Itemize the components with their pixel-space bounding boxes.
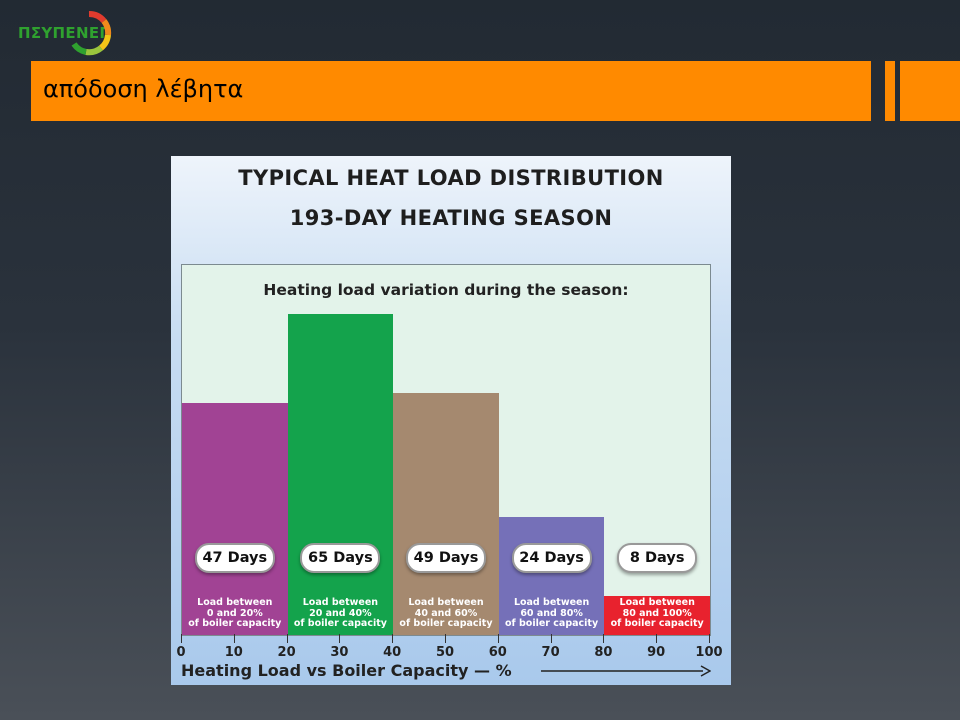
bar-value-label: 49 Days bbox=[406, 543, 486, 573]
bar-0-20 bbox=[182, 403, 288, 635]
bar-category-label-line: 60 and 80% bbox=[520, 607, 583, 619]
arrow-right-icon bbox=[541, 665, 711, 677]
bar-80-100 bbox=[604, 595, 710, 635]
bar-value-label: 65 Days bbox=[300, 543, 381, 573]
decorative-stripe bbox=[900, 61, 960, 121]
x-axis-tick bbox=[445, 634, 446, 643]
x-axis-tick-label: 60 bbox=[488, 645, 507, 660]
bar-20-40 bbox=[287, 314, 394, 635]
x-axis-tick-label: 80 bbox=[594, 645, 613, 660]
chart-title: TYPICAL HEAT LOAD DISTRIBUTION bbox=[238, 166, 664, 190]
bar-category-label-line: of boiler capacity bbox=[505, 618, 599, 629]
bar-40-60 bbox=[393, 393, 499, 635]
bar-category-label-line: 40 and 60% bbox=[414, 607, 478, 619]
decorative-stripe bbox=[885, 61, 895, 121]
x-axis-tick bbox=[181, 634, 182, 643]
bar-category-label-line: Load between bbox=[302, 597, 379, 608]
x-axis-tick-label: 50 bbox=[435, 645, 455, 660]
slide-title: απόδοση λέβητα bbox=[43, 75, 244, 103]
x-axis-tick bbox=[550, 634, 552, 643]
x-axis-tick-label: 20 bbox=[277, 645, 296, 660]
bar-category-label: Load between 60 and 80% of boiler capacity bbox=[499, 597, 605, 630]
plot-area: Heating load variation during the season… bbox=[181, 264, 711, 636]
bar-category-label-line: Load between bbox=[408, 597, 484, 608]
gauge-icon bbox=[71, 11, 112, 56]
x-axis-tick-label: 90 bbox=[647, 645, 666, 660]
chart-subtitle: 193-DAY HEATING SEASON bbox=[289, 206, 613, 230]
bar-category-label-line: Load between bbox=[513, 597, 590, 608]
x-axis-tick bbox=[339, 634, 341, 643]
bar-category-label-line: 0 and 20% bbox=[206, 607, 263, 619]
bar-category-label: Load between 20 and 40% of boiler capacity bbox=[288, 597, 394, 630]
logo: ΠΣΥΠΕΝΕΠ bbox=[14, 10, 114, 60]
x-axis-tick-label: 0 bbox=[176, 645, 186, 660]
x-axis-tick-label: 100 bbox=[695, 645, 723, 660]
bar-category-label: Load between 40 and 60% of boiler capacity bbox=[393, 597, 499, 630]
bar-category-label-line: of boiler capacity bbox=[610, 618, 704, 629]
bar-value-label: 24 Days bbox=[511, 543, 592, 573]
bar-category-label-line: Load between bbox=[619, 597, 695, 608]
x-axis-tick bbox=[286, 634, 288, 643]
x-axis-title: Heating Load vs Boiler Capacity — % bbox=[181, 661, 512, 680]
chart-panel: TYPICAL HEAT LOAD DISTRIBUTION 193-DAY H… bbox=[171, 156, 731, 685]
x-axis-tick bbox=[497, 634, 499, 643]
bar-category-label-line: of boiler capacity bbox=[293, 618, 387, 629]
x-axis-tick bbox=[603, 634, 605, 643]
slide-title-bar: απόδοση λέβητα bbox=[31, 61, 871, 121]
plot-title: Heating load variation during the season… bbox=[263, 281, 629, 299]
bar-value-label: 8 Days bbox=[617, 543, 698, 573]
bar-category-label: Load between 80 and 100% of boiler capacit… bbox=[604, 597, 710, 630]
bar-value-label: 47 Days bbox=[194, 543, 275, 573]
bar-category-label: Load between 0 and 20% of boiler capacity bbox=[182, 597, 288, 630]
bar-60-80 bbox=[498, 516, 605, 635]
x-axis-tick bbox=[656, 634, 658, 643]
x-axis-tick-label: 70 bbox=[541, 645, 560, 660]
x-axis-tick-label: 30 bbox=[330, 645, 349, 660]
bar-category-label-line: of boiler capacity bbox=[188, 618, 282, 629]
logo-text: ΠΣΥΠΕΝΕΠ bbox=[18, 24, 113, 42]
x-axis-tick-label: 10 bbox=[224, 645, 243, 660]
x-axis-tick bbox=[709, 634, 710, 643]
x-axis-tick bbox=[233, 634, 235, 643]
bar-category-label-line: 80 and 100% bbox=[622, 607, 692, 619]
bar-category-label-line: of boiler capacity bbox=[399, 618, 493, 629]
x-axis-tick-label: 40 bbox=[383, 645, 402, 660]
x-axis-tick bbox=[392, 634, 394, 643]
bar-category-label-line: Load between bbox=[197, 597, 273, 608]
bar-category-label-line: 20 and 40% bbox=[309, 607, 372, 619]
